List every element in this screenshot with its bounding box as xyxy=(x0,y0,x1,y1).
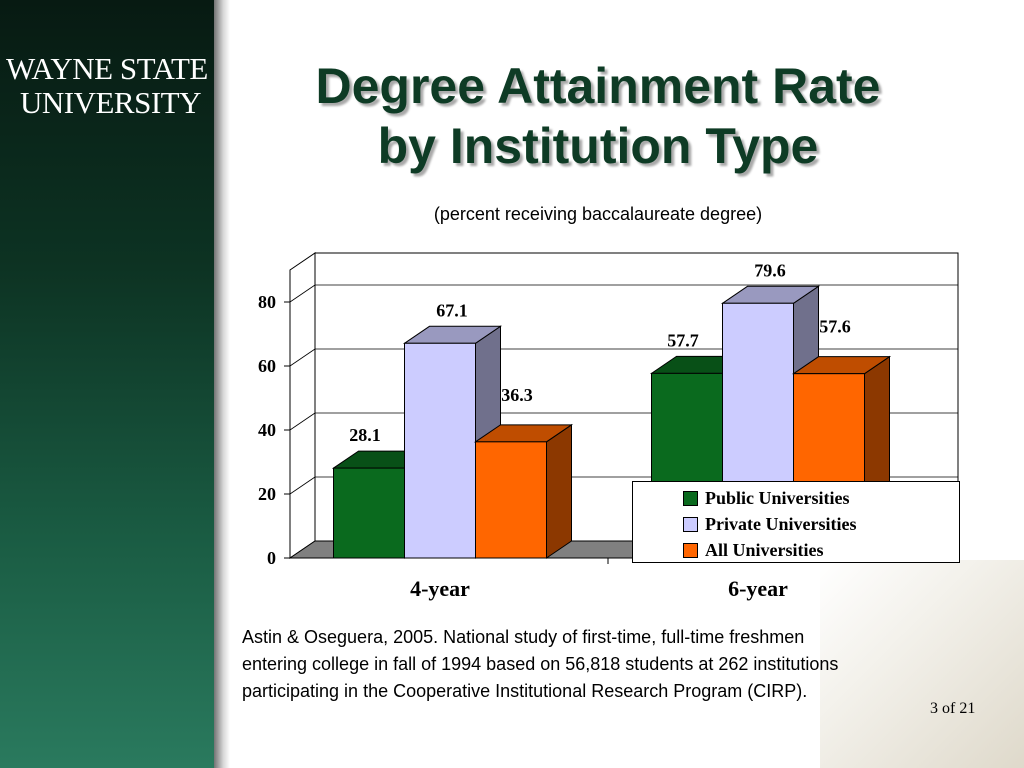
university-logo: WAYNE STATE UNIVERSITY xyxy=(6,51,208,120)
sidebar-shadow xyxy=(214,0,230,768)
y-tick-label: 20 xyxy=(258,484,276,504)
slide-title: Degree Attainment Rate by Institution Ty… xyxy=(248,56,948,176)
y-tick-label: 80 xyxy=(258,292,276,312)
source-citation: Astin & Oseguera, 2005. National study o… xyxy=(242,627,839,701)
gridline-side xyxy=(289,348,316,367)
chart-subtitle: (percent receiving baccalaureate degree) xyxy=(433,204,763,224)
data-label: 57.7 xyxy=(667,330,699,350)
campus-watermark xyxy=(820,560,1024,768)
bar xyxy=(333,467,405,559)
legend-label-public: Public Universities xyxy=(705,487,850,508)
legend-item-private: Private Universities xyxy=(683,513,856,535)
title-line-2: by Institution Type xyxy=(377,118,819,174)
logo-line-2: UNIVERSITY xyxy=(20,85,202,120)
legend-item-all: All Universities xyxy=(683,539,824,561)
bar xyxy=(475,441,547,559)
legend-swatch-all xyxy=(683,542,698,558)
bar-side xyxy=(546,423,572,559)
page-number: 3 of 21 xyxy=(930,700,976,717)
gridline-side xyxy=(289,412,316,431)
gridline-side xyxy=(289,284,316,303)
title-line-1: Degree Attainment Rate xyxy=(315,58,881,114)
chart-side-wall xyxy=(289,252,316,559)
logo-line-1: WAYNE STATE xyxy=(6,51,208,86)
gridline-side xyxy=(289,476,316,495)
legend-label-all: All Universities xyxy=(705,539,824,560)
data-label: 28.1 xyxy=(349,425,381,445)
x-tick-label: 4-year xyxy=(410,576,470,601)
legend-label-private: Private Universities xyxy=(705,513,857,534)
legend-swatch-public xyxy=(683,490,698,506)
x-tick-label: 6-year xyxy=(728,576,788,601)
y-tick-label: 60 xyxy=(258,356,276,376)
data-label: 67.1 xyxy=(436,300,468,320)
data-label: 57.6 xyxy=(819,317,851,337)
legend-item-public: Public Universities xyxy=(683,487,850,509)
chart-legend: Public Universities Private Universities… xyxy=(632,481,960,563)
y-tick-label: 40 xyxy=(258,420,276,440)
data-label: 79.6 xyxy=(754,260,786,280)
data-label: 36.3 xyxy=(501,385,533,405)
legend-swatch-private xyxy=(683,516,698,532)
sidebar-panel xyxy=(0,0,214,768)
bar xyxy=(404,342,476,559)
y-tick-label: 0 xyxy=(267,548,276,568)
